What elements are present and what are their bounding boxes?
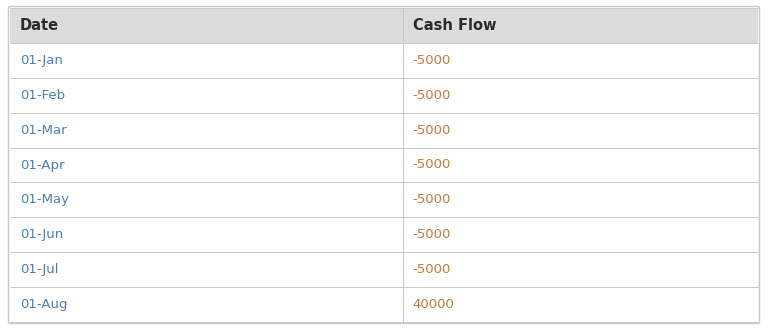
Text: 40000: 40000 bbox=[412, 298, 455, 311]
Text: -5000: -5000 bbox=[412, 89, 451, 102]
Text: 01-Mar: 01-Mar bbox=[20, 124, 67, 137]
Text: 01-Jul: 01-Jul bbox=[20, 263, 58, 276]
Bar bbox=[10, 8, 758, 43]
Text: 01-Jan: 01-Jan bbox=[20, 54, 63, 67]
Text: 01-May: 01-May bbox=[20, 193, 69, 206]
Text: -5000: -5000 bbox=[412, 124, 451, 137]
Text: Cash Flow: Cash Flow bbox=[412, 18, 496, 33]
Text: -5000: -5000 bbox=[412, 228, 451, 241]
Bar bbox=[10, 287, 758, 322]
Bar bbox=[10, 217, 758, 252]
Bar bbox=[10, 148, 758, 182]
Text: -5000: -5000 bbox=[412, 193, 451, 206]
Text: -5000: -5000 bbox=[412, 54, 451, 67]
Text: -5000: -5000 bbox=[412, 263, 451, 276]
Bar bbox=[10, 43, 758, 78]
Bar bbox=[10, 252, 758, 287]
Bar bbox=[10, 182, 758, 217]
Text: -5000: -5000 bbox=[412, 158, 451, 172]
Text: Date: Date bbox=[20, 18, 59, 33]
Text: 01-Apr: 01-Apr bbox=[20, 158, 65, 172]
Text: 01-Feb: 01-Feb bbox=[20, 89, 65, 102]
Text: 01-Jun: 01-Jun bbox=[20, 228, 63, 241]
Bar bbox=[10, 113, 758, 148]
Bar bbox=[10, 78, 758, 113]
Text: 01-Aug: 01-Aug bbox=[20, 298, 68, 311]
